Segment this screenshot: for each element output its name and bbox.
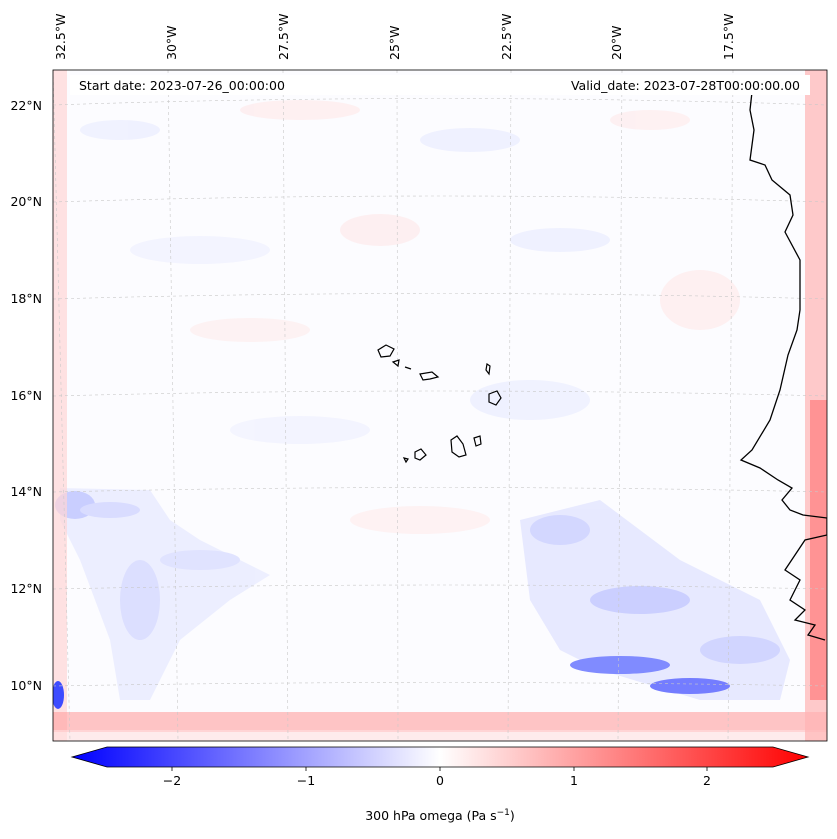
lat-tick: 16°N [10,388,42,403]
start-date-label: Start date: 2023-07-26_00:00:00 [79,78,285,93]
lon-tick: 27.5°W [276,13,291,60]
lon-tick: 17.5°W [721,13,736,60]
lon-tick: 30°W [164,25,179,60]
africa-coastline [739,91,827,641]
date-banner [70,75,810,95]
lat-tick: 12°N [10,581,42,596]
colorbar-tick: −1 [296,773,316,788]
map-panel [53,70,827,741]
valid-date-label: Valid_date: 2023-07-28T00:00:00.00 [570,78,800,93]
colorbar-tick: 0 [436,773,444,788]
lon-tick: 22.5°W [499,13,514,60]
colorbar-label: 300 hPa omega (Pa s−1) [365,808,515,824]
colorbar-tick: 1 [570,773,578,788]
lat-tick: 14°N [10,484,42,499]
lon-tick: 20°W [609,25,624,60]
lat-tick: 22°N [10,98,42,113]
cape-verde-islands [377,344,502,464]
lat-tick: 10°N [10,678,42,693]
graticule [53,70,827,741]
lon-tick: 25°W [387,25,402,60]
colorbar-tick: 2 [703,773,711,788]
lat-tick: 18°N [10,291,42,306]
lat-tick: 20°N [10,194,42,209]
colorbar-tick: −2 [162,773,182,788]
colorbar [70,746,810,771]
lon-tick: 32.5°W [53,13,68,60]
